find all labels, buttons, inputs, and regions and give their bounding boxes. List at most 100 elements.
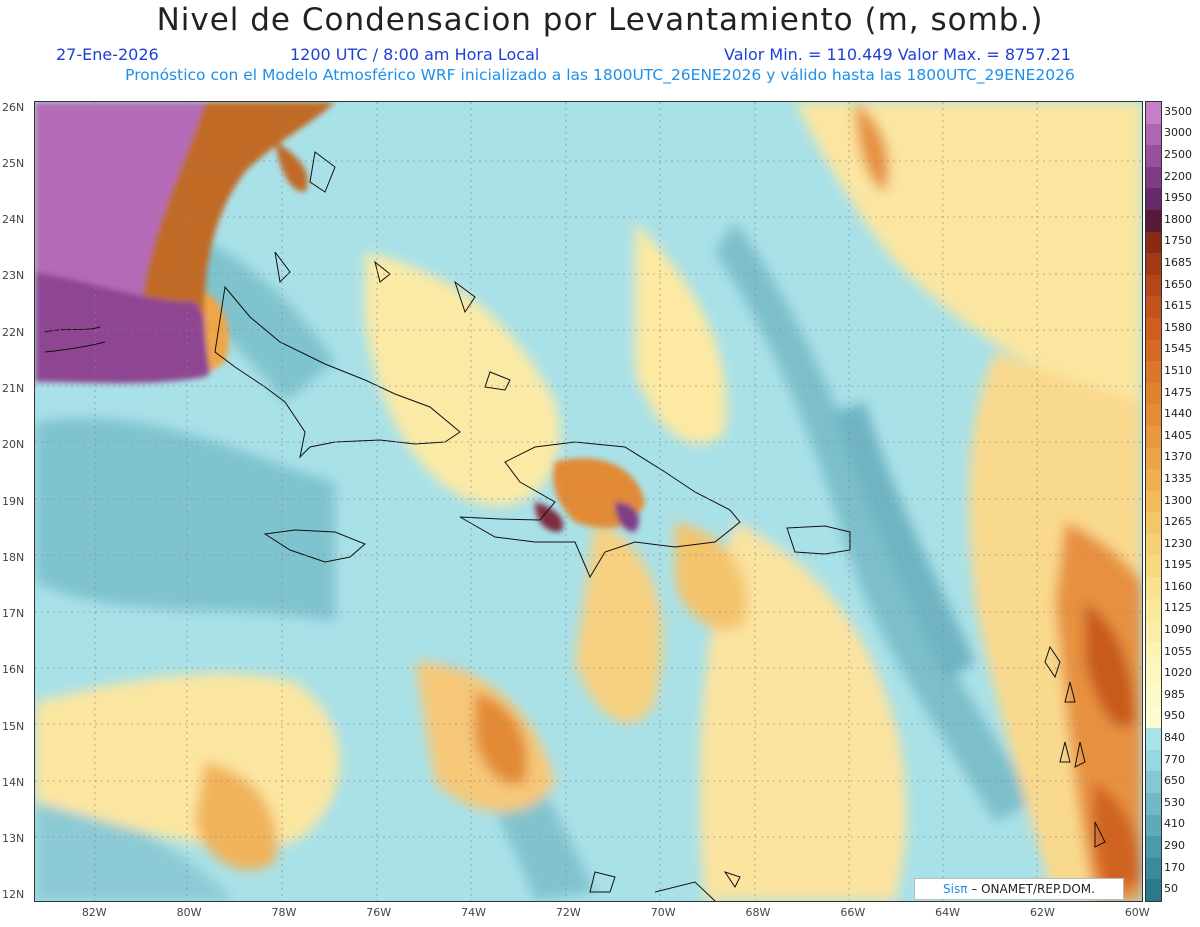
colorbar-label: 1510 (1164, 363, 1192, 377)
lon-tick-label: 62W (1030, 906, 1055, 919)
colorbar-label: 1020 (1164, 666, 1192, 680)
colorbar-label: 1650 (1164, 277, 1192, 291)
colorbar-swatch (1146, 469, 1161, 491)
lon-tick-label: 70W (650, 906, 676, 919)
colorbar-label: 1475 (1164, 385, 1192, 399)
colorbar-swatch (1146, 620, 1161, 642)
colorbar-label: 840 (1164, 731, 1185, 745)
colorbar-label: 1950 (1164, 191, 1192, 205)
lcl-map (35, 102, 1142, 901)
colorbar-label: 650 (1164, 774, 1185, 788)
map-panel (34, 101, 1143, 902)
colorbar-swatch (1146, 663, 1161, 686)
lat-tick-label: 20N (2, 438, 25, 452)
lon-tick-label: 68W (745, 906, 771, 919)
colorbar-swatch (1146, 317, 1161, 340)
colorbar-swatch (1146, 339, 1161, 362)
colorbar-swatch (1146, 728, 1161, 750)
colorbar-swatch (1146, 123, 1161, 146)
colorbar-label: 1125 (1164, 601, 1192, 615)
colorbar-label: 2200 (1164, 169, 1192, 183)
lon-tick-label: 60W (1124, 906, 1150, 919)
colorbar-swatch (1146, 857, 1161, 880)
colorbar-label: 950 (1164, 709, 1185, 723)
min-max-values: Valor Min. = 110.449 Valor Max. = 8757.2… (724, 45, 1072, 64)
colorbar-swatch (1146, 145, 1161, 167)
lat-tick-label: 17N (2, 607, 25, 621)
lon-tick-label: 74W (461, 906, 486, 919)
lon-tick-label: 72W (555, 906, 581, 919)
lat-tick-label: 19N (2, 494, 25, 508)
lat-tick-label: 23N (2, 269, 25, 283)
colorbar-label: 410 (1164, 817, 1185, 831)
colorbar-swatch (1146, 166, 1161, 189)
colorbar-swatch (1146, 490, 1161, 513)
colorbar-swatch (1146, 577, 1161, 599)
colorbar-label: 1800 (1164, 212, 1192, 226)
lon-tick-label: 64W (935, 906, 961, 919)
colorbar-swatch (1146, 188, 1161, 210)
lon-tick-label: 82W (81, 906, 107, 919)
colorbar-label: 170 (1164, 860, 1185, 874)
colorbar-swatch (1146, 814, 1161, 837)
colorbar-label: 1370 (1164, 450, 1192, 464)
colorbar-label: 530 (1164, 795, 1185, 809)
colorbar-label: 3000 (1164, 126, 1192, 140)
colorbar-label: 1335 (1164, 471, 1192, 485)
colorbar-swatch (1146, 706, 1161, 729)
colorbar-label: 1580 (1164, 320, 1192, 334)
colorbar-label: 1230 (1164, 536, 1192, 550)
lat-tick-label: 22N (2, 325, 25, 339)
colorbar-swatch (1146, 231, 1161, 254)
colorbar-label: 50 (1164, 882, 1178, 896)
colorbar-label: 3500 (1164, 104, 1192, 118)
colorbar-label: 1685 (1164, 255, 1192, 269)
colorbar-label: 1160 (1164, 579, 1192, 593)
lat-tick-label: 24N (2, 213, 25, 227)
colorbar-swatch (1146, 361, 1161, 383)
colorbar-swatch (1146, 641, 1161, 664)
lon-tick-label: 76W (366, 906, 392, 919)
forecast-description: Pronóstico con el Modelo Atmosférico WRF… (125, 66, 1075, 84)
colorbar-label: 1265 (1164, 515, 1192, 529)
chart-title: Nivel de Condensacion por Levantamiento … (156, 2, 1044, 38)
colorbar-swatch (1146, 555, 1161, 578)
colorbar-label: 1195 (1164, 558, 1192, 572)
colorbar-swatch (1146, 685, 1161, 707)
lat-tick-label: 12N (2, 888, 25, 902)
forecast-time: 1200 UTC / 8:00 am Hora Local (290, 45, 540, 64)
colorbar-label: 1055 (1164, 644, 1192, 658)
colorbar-label: 1300 (1164, 493, 1192, 507)
colorbar-label: 2500 (1164, 147, 1192, 161)
colorbar-label: 1090 (1164, 623, 1192, 637)
colorbar-swatch (1146, 771, 1161, 793)
colorbar-label: 1440 (1164, 407, 1192, 421)
credit-box: Sisπ – ONAMET/REP.DOM. (914, 878, 1124, 900)
colorbar-label: 770 (1164, 752, 1185, 766)
colorbar-swatch (1146, 749, 1161, 772)
colorbar-swatch (1146, 836, 1161, 858)
lon-tick-label: 80W (176, 906, 202, 919)
colorbar-label: 290 (1164, 839, 1185, 852)
colorbar-swatch (1146, 382, 1161, 405)
colorbar-swatch (1146, 425, 1161, 448)
lat-tick-label: 26N (2, 100, 25, 114)
forecast-date: 27-Ene-2026 (56, 45, 159, 64)
colorbar-label: 1545 (1164, 342, 1192, 356)
colorbar-swatch (1146, 533, 1161, 556)
credit-org: – ONAMET/REP.DOM. (967, 882, 1095, 896)
lon-tick-label: 78W (271, 906, 297, 919)
colorbar-swatch (1146, 102, 1161, 124)
sispi-logo-text: Sisπ (943, 882, 968, 896)
lat-tick-label: 21N (2, 381, 25, 395)
colorbar-swatch (1146, 447, 1161, 470)
colorbar-swatch (1146, 296, 1161, 318)
colorbar (1145, 101, 1162, 902)
lat-tick-label: 18N (2, 550, 25, 564)
lat-tick-label: 14N (2, 775, 25, 789)
colorbar-swatch (1146, 793, 1161, 815)
colorbar-swatch (1146, 404, 1161, 426)
lon-tick-label: 66W (840, 906, 866, 919)
colorbar-swatch (1146, 274, 1161, 297)
colorbar-swatch (1146, 512, 1161, 534)
